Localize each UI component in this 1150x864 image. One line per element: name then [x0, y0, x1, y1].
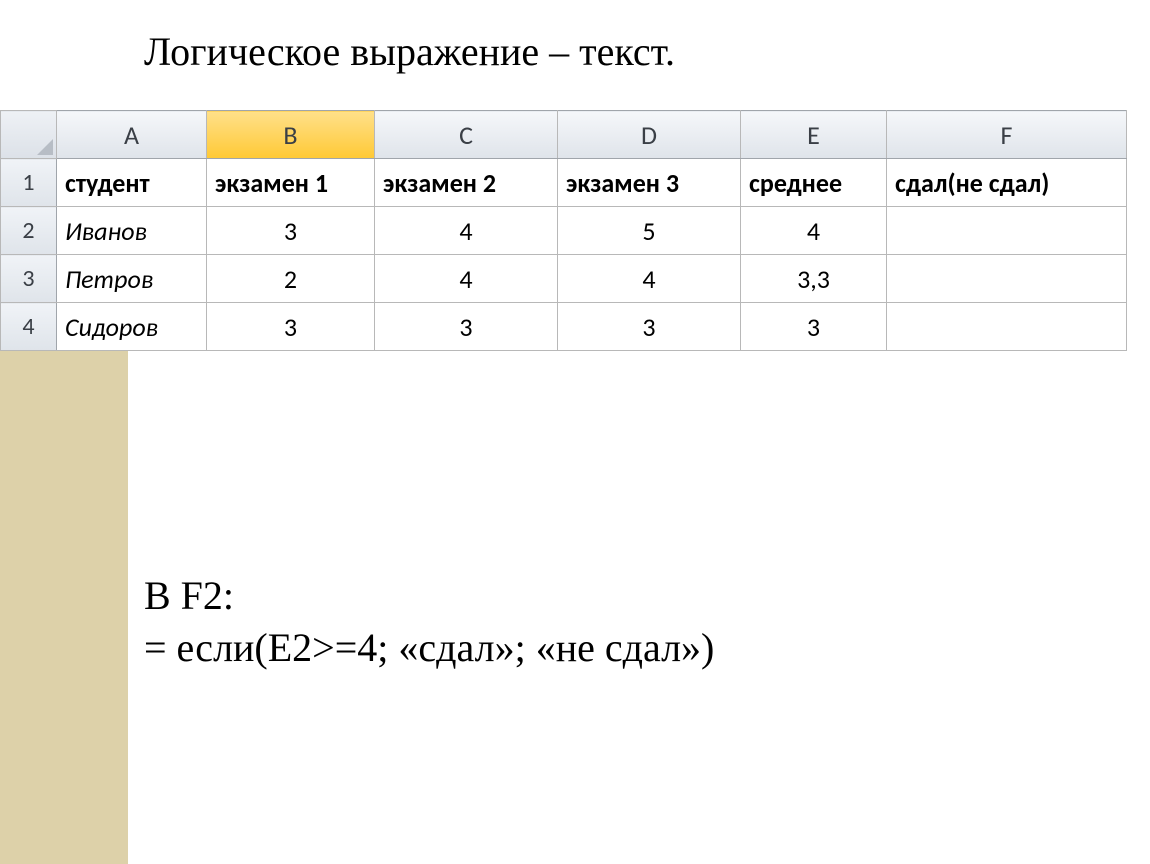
cell-A4[interactable]: Сидоров — [57, 303, 207, 351]
cell-A2[interactable]: Иванов — [57, 207, 207, 255]
row-header-4[interactable]: 4 — [1, 303, 57, 351]
cell-B2[interactable]: 3 — [207, 207, 375, 255]
cell-D3[interactable]: 4 — [558, 255, 741, 303]
col-header-D[interactable]: D — [558, 111, 741, 159]
cell-E4[interactable]: 3 — [741, 303, 887, 351]
cell-D1[interactable]: экзамен 3 — [558, 159, 741, 207]
col-header-F[interactable]: F — [887, 111, 1127, 159]
cell-B4[interactable]: 3 — [207, 303, 375, 351]
cell-F3[interactable] — [887, 255, 1127, 303]
cell-F1[interactable]: сдал(не сдал) — [887, 159, 1127, 207]
col-header-C[interactable]: C — [375, 111, 558, 159]
table-row: 1 студент экзамен 1 экзамен 2 экзамен 3 … — [1, 159, 1127, 207]
formula-cell-ref: В F2: — [144, 570, 714, 622]
spreadsheet: A B C D E F 1 студент экзамен 1 экзамен … — [0, 110, 1127, 351]
cell-D4[interactable]: 3 — [558, 303, 741, 351]
cell-E2[interactable]: 4 — [741, 207, 887, 255]
table-row: 2 Иванов 3 4 5 4 — [1, 207, 1127, 255]
cell-C3[interactable]: 4 — [375, 255, 558, 303]
cell-F2[interactable] — [887, 207, 1127, 255]
cell-D2[interactable]: 5 — [558, 207, 741, 255]
row-header-2[interactable]: 2 — [1, 207, 57, 255]
table-row: 4 Сидоров 3 3 3 3 — [1, 303, 1127, 351]
cell-E1[interactable]: среднее — [741, 159, 887, 207]
cell-C1[interactable]: экзамен 2 — [375, 159, 558, 207]
slide-title: Логическое выражение – текст. — [144, 28, 675, 75]
cell-C2[interactable]: 4 — [375, 207, 558, 255]
formula-text: = если(E2>=4; «сдал»; «не сдал») — [144, 622, 714, 674]
table-row: 3 Петров 2 4 4 3,3 — [1, 255, 1127, 303]
col-header-B[interactable]: B — [207, 111, 375, 159]
cell-E3[interactable]: 3,3 — [741, 255, 887, 303]
col-header-E[interactable]: E — [741, 111, 887, 159]
column-header-row: A B C D E F — [1, 111, 1127, 159]
cell-B3[interactable]: 2 — [207, 255, 375, 303]
row-header-1[interactable]: 1 — [1, 159, 57, 207]
select-all-corner[interactable] — [1, 111, 57, 159]
cell-A3[interactable]: Петров — [57, 255, 207, 303]
cell-A1[interactable]: студент — [57, 159, 207, 207]
row-header-3[interactable]: 3 — [1, 255, 57, 303]
cell-C4[interactable]: 3 — [375, 303, 558, 351]
col-header-A[interactable]: A — [57, 111, 207, 159]
cell-B1[interactable]: экзамен 1 — [207, 159, 375, 207]
formula-explanation: В F2: = если(E2>=4; «сдал»; «не сдал») — [144, 570, 714, 674]
cell-F4[interactable] — [887, 303, 1127, 351]
